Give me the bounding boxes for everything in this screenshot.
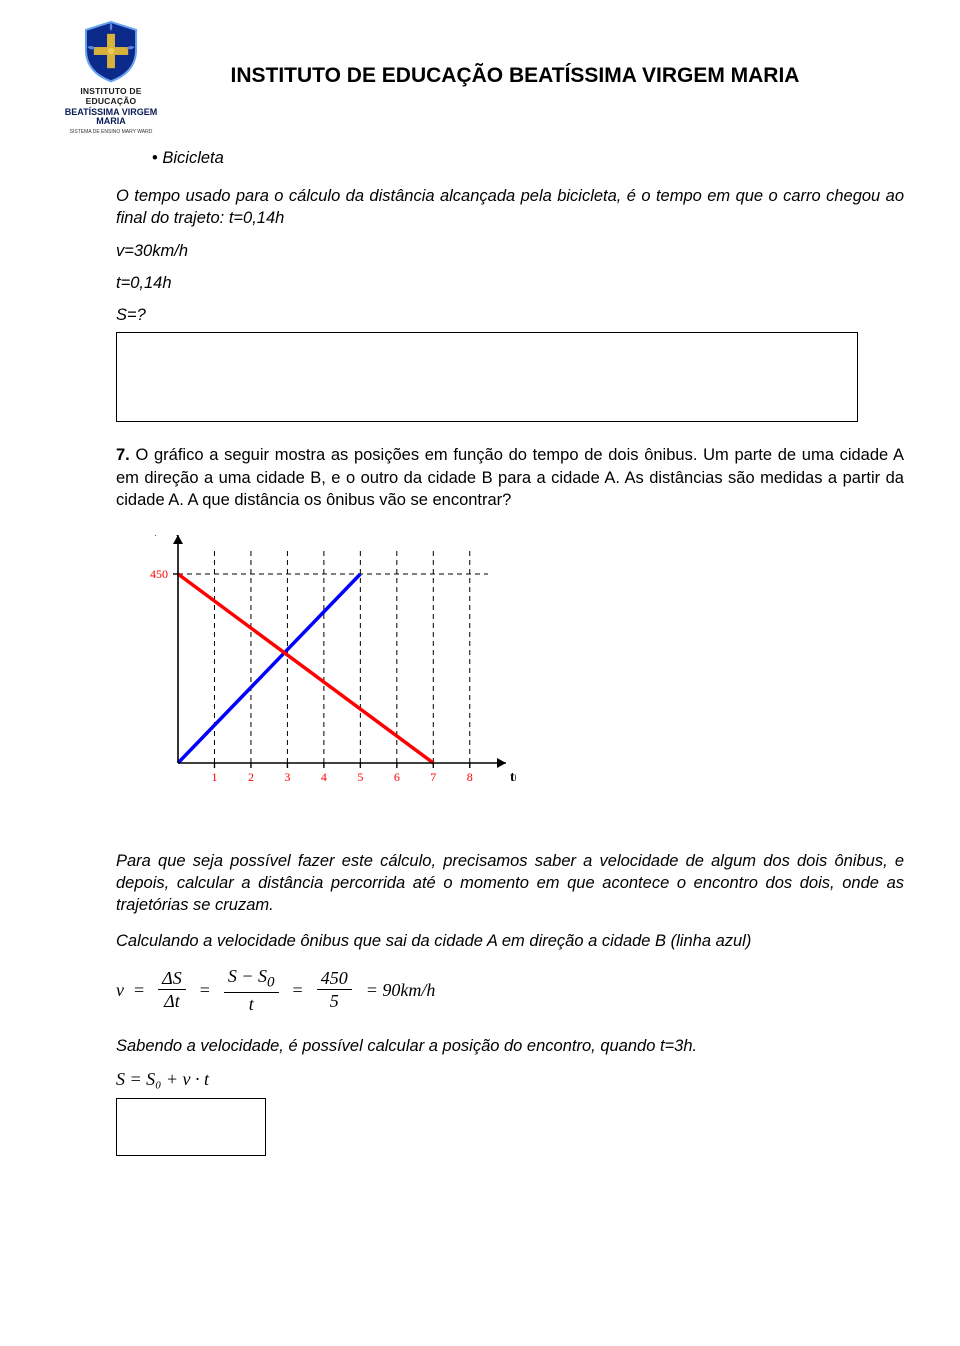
svg-text:4: 4 <box>321 770 327 784</box>
answer-box-large <box>116 332 858 422</box>
position-formula: S = S₀ + v · t <box>116 1067 904 1091</box>
svg-text:5: 5 <box>357 770 363 784</box>
logo-caption-1: INSTITUTO DE EDUCAÇÃO <box>56 86 166 106</box>
logo-caption-2: BEATÍSSIMA VIRGEM MARIA <box>56 108 166 127</box>
frac-num-s-s0: S − S0 <box>224 967 279 994</box>
eq-1: = <box>134 978 144 1002</box>
chart-svg: 1 2 3 4 5 6 7 8 450 S(km) t(h) <box>116 535 516 795</box>
svg-text:3: 3 <box>284 770 290 784</box>
frac-num-ds: ΔS <box>158 969 186 990</box>
logo-caption-3: SISTEMA DE ENSINO MARY WARD <box>56 129 166 135</box>
svg-text:t(h): t(h) <box>510 770 516 785</box>
eq-2: = <box>200 978 210 1002</box>
var-t: t=0,14h <box>116 272 904 294</box>
eq-3: = <box>293 978 303 1002</box>
velocity-formula: v = ΔS Δt = S − S0 t = 450 5 = 90km/h <box>116 967 904 1014</box>
svg-text:8: 8 <box>467 770 473 784</box>
formula2-text: S = S₀ + v · t <box>116 1069 209 1089</box>
explanation-paragraph: Para que seja possível fazer este cálcul… <box>116 850 904 917</box>
bullet-bicicleta: Bicicleta <box>152 147 904 169</box>
frac-s-s0-t: S − S0 t <box>224 967 279 1014</box>
svg-text:S(km): S(km) <box>144 535 181 537</box>
answer-box-small <box>116 1098 266 1156</box>
shield-crest-icon <box>78 18 144 84</box>
question-7: 7. O gráfico a seguir mostra as posições… <box>116 444 904 511</box>
var-v: v=30km/h <box>116 240 904 262</box>
frac-num-450: 450 <box>317 969 352 990</box>
formula-result: = 90km/h <box>366 978 436 1002</box>
page-title: INSTITUTO DE EDUCAÇÃO BEATÍSSIMA VIRGEM … <box>166 64 904 88</box>
frac-450-5: 450 5 <box>317 969 352 1010</box>
sym-v: v <box>116 978 124 1002</box>
svg-text:1: 1 <box>211 770 217 784</box>
frac-den-5: 5 <box>330 990 339 1010</box>
page-header: INSTITUTO DE EDUCAÇÃO BEATÍSSIMA VIRGEM … <box>56 18 904 135</box>
frac-ds-dt: ΔS Δt <box>158 969 186 1010</box>
var-s: S=? <box>116 304 904 326</box>
frac-den-dt: Δt <box>164 990 180 1010</box>
school-logo: INSTITUTO DE EDUCAÇÃO BEATÍSSIMA VIRGEM … <box>56 18 166 135</box>
intro-paragraph: O tempo usado para o cálculo da distânci… <box>116 185 904 230</box>
svg-text:7: 7 <box>430 770 436 784</box>
sabendo-paragraph: Sabendo a velocidade, é possível calcula… <box>116 1035 904 1057</box>
calc-sentence: Calculando a velocidade ônibus que sai d… <box>116 930 904 952</box>
frac-den-t: t <box>249 993 254 1013</box>
svg-text:6: 6 <box>394 770 400 784</box>
svg-text:2: 2 <box>248 770 254 784</box>
position-time-chart: 1 2 3 4 5 6 7 8 450 S(km) t(h) <box>116 535 904 801</box>
svg-text:450: 450 <box>150 567 168 581</box>
question-number: 7. <box>116 446 130 464</box>
question-text: O gráfico a seguir mostra as posições em… <box>116 446 904 509</box>
